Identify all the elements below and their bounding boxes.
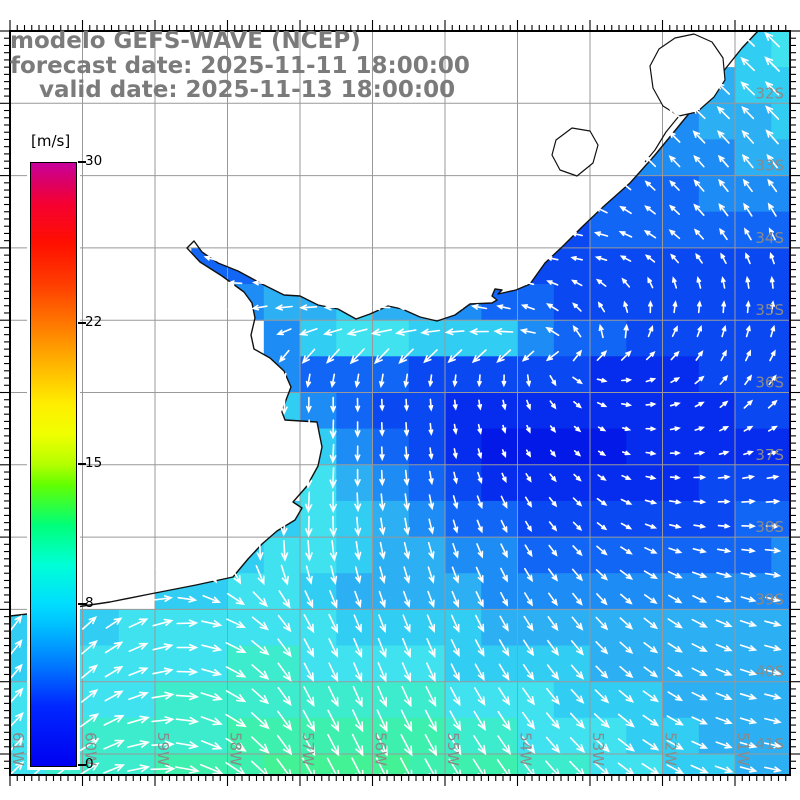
lat-axis-label: 36S	[755, 374, 784, 392]
colorbar-tick-label: 0	[85, 756, 94, 772]
title-line-forecast-date: forecast date: 2025-11-11 18:00:00	[10, 52, 470, 79]
map-interior	[10, 31, 790, 775]
axis-labels-layer: 61W 60W 59W 58W 57W 56W 55W 54W 53W 52W 51W 32S 33S 3…	[9, 84, 784, 766]
colorbar-tick-mark	[78, 603, 86, 606]
wind-speed-field-layer	[10, 31, 790, 775]
lon-axis-label: 61W	[9, 732, 27, 766]
lat-axis-label: 40S	[755, 663, 784, 681]
coastline-path	[10, 31, 759, 617]
title-line-valid-date: valid date: 2025-11-13 18:00:00	[39, 77, 456, 103]
lon-axis-label: 59W	[154, 732, 172, 766]
lon-axis-label: 56W	[372, 732, 390, 766]
graticule-layer	[10, 31, 790, 775]
lat-axis-label: 34S	[755, 229, 784, 247]
land-mask	[10, 31, 758, 616]
lon-axis-label: 53W	[589, 732, 607, 766]
lon-axis-label: 55W	[444, 732, 462, 766]
colorbar-unit-label: [m/s]	[31, 132, 71, 150]
lon-axis-label: 52W	[662, 732, 680, 766]
colorbar-tick-mark	[78, 321, 86, 324]
colorbar-tick-mark	[78, 161, 86, 163]
axis-ticks-layer	[0, 20, 800, 786]
colorbar-tick-label: 8	[85, 595, 94, 612]
colorbar-tick-mark	[78, 462, 86, 465]
colorbar-tick-label: 22	[85, 313, 103, 330]
wind-arrows-layer	[10, 31, 782, 775]
lon-axis-label: 51W	[734, 732, 752, 766]
lagoon-outline	[551, 127, 599, 177]
colorbar-tick-mark	[78, 764, 86, 766]
title-line-model: modelo GEFS-WAVE (NCEP)	[10, 28, 361, 54]
lat-axis-label: 38S	[755, 518, 784, 536]
colorbar-gradient	[30, 162, 77, 767]
title-block: modelo GEFS-WAVE (NCEP) forecast date: 2…	[10, 29, 470, 103]
lat-axis-label: 41S	[755, 735, 784, 753]
lat-axis-label: 39S	[755, 590, 784, 608]
map-frame	[9, 30, 791, 776]
colorbar-tick-label: 30	[85, 153, 103, 169]
coastline-layer	[10, 31, 759, 617]
lon-axis-label: 54W	[517, 732, 535, 766]
lagoon-channel	[644, 115, 680, 163]
lon-axis-label: 58W	[227, 732, 245, 766]
lon-axis-label: 60W	[82, 732, 100, 766]
lat-axis-label: 35S	[755, 301, 784, 319]
lat-axis-label: 32S	[755, 84, 784, 102]
colorbar-tick-label: 15	[85, 454, 103, 471]
lat-axis-label: 33S	[755, 157, 784, 175]
lon-axis-label: 57W	[299, 732, 317, 766]
lat-axis-label: 37S	[755, 446, 784, 464]
